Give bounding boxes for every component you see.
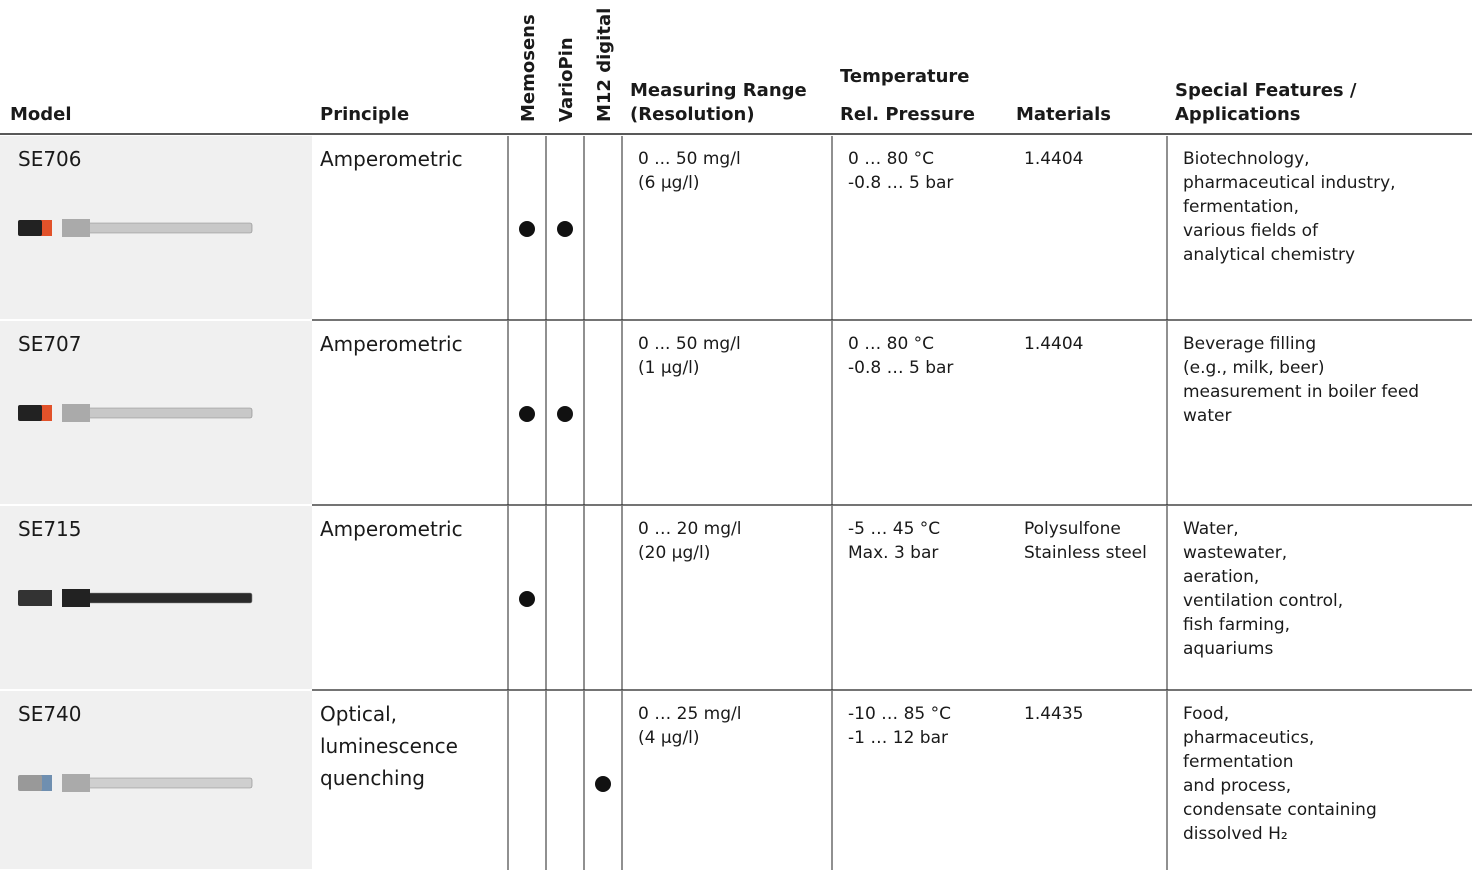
header-memosens: Memosens (518, 14, 539, 122)
principle: Amperometric (320, 147, 463, 171)
features: Beverage filling (1183, 334, 1316, 354)
principle: Optical, (320, 702, 397, 726)
sensor-thread (62, 404, 90, 422)
header-range: (Resolution) (630, 104, 755, 125)
principle: Amperometric (320, 332, 463, 356)
features: pharmaceutics, (1183, 728, 1314, 748)
sensor-body (87, 777, 253, 789)
sensor-body (87, 407, 253, 419)
sensor-ring (40, 775, 52, 791)
sensor-thread (62, 219, 90, 237)
sensor-ring (40, 405, 52, 421)
principle: quenching (320, 766, 425, 790)
features: Food, (1183, 704, 1229, 724)
sensor-body (87, 222, 253, 234)
connector-dot (519, 591, 535, 607)
conditions: 0 … 80 °C (848, 334, 934, 354)
conditions: -0.8 … 5 bar (848, 358, 953, 378)
features: water (1183, 406, 1231, 426)
range: 0 ... 50 mg/l (638, 334, 741, 354)
range: (20 µg/l) (638, 543, 710, 563)
features: fermentation (1183, 752, 1294, 772)
features: Water, (1183, 519, 1239, 539)
model: SE740 (18, 702, 82, 726)
range: 0 … 25 mg/l (638, 704, 741, 724)
materials: Polysulfone (1024, 519, 1121, 539)
connector-dot (595, 776, 611, 792)
connector-dot (557, 406, 573, 422)
conditions: -0.8 … 5 bar (848, 173, 953, 193)
header-variopin: VarioPin (556, 37, 577, 122)
features: fermentation, (1183, 197, 1299, 217)
range: (4 µg/l) (638, 728, 700, 748)
sensor-thread (62, 589, 90, 607)
features: analytical chemistry (1183, 245, 1355, 265)
features: ventilation control, (1183, 591, 1343, 611)
sensor-cap (18, 220, 42, 236)
conditions: Max. 3 bar (848, 543, 938, 563)
connector-dot (557, 221, 573, 237)
features: pharmaceutical industry, (1183, 173, 1396, 193)
sensor-cap (18, 590, 42, 606)
materials: 1.4404 (1024, 149, 1083, 169)
header-range: Measuring Range (630, 80, 807, 101)
features: measurement in boiler feed (1183, 382, 1419, 402)
sensor-body (87, 592, 253, 604)
header-conditions: Rel. Pressure (840, 104, 975, 125)
header-m12: M12 digital (594, 8, 615, 122)
conditions: -5 … 45 °C (848, 519, 940, 539)
sensor-cap (18, 405, 42, 421)
header-principle: Principle (320, 104, 409, 125)
range: (6 µg/l) (638, 173, 700, 193)
conditions: 0 … 80 °C (848, 149, 934, 169)
model: SE715 (18, 517, 82, 541)
features: aeration, (1183, 567, 1259, 587)
range: 0 ... 50 mg/l (638, 149, 741, 169)
header-model: Model (10, 104, 72, 125)
sensor-ring (40, 220, 52, 236)
features: (e.g., milk, beer) (1183, 358, 1325, 378)
conditions: -1 … 12 bar (848, 728, 948, 748)
connector-dot (519, 221, 535, 237)
sensor-thread (62, 774, 90, 792)
range: 0 … 20 mg/l (638, 519, 741, 539)
materials: 1.4404 (1024, 334, 1083, 354)
header-features: Special Features / (1175, 80, 1357, 101)
features: dissolved H₂ (1183, 824, 1288, 844)
features: fish farming, (1183, 615, 1290, 635)
features: aquariums (1183, 639, 1273, 659)
model: SE706 (18, 147, 82, 171)
sensor-ring (40, 590, 52, 606)
features: and process, (1183, 776, 1291, 796)
header-conditions: Temperature (840, 66, 969, 87)
conditions: -10 … 85 °C (848, 704, 951, 724)
model: SE707 (18, 332, 82, 356)
features: various fields of (1183, 221, 1319, 241)
materials: Stainless steel (1024, 543, 1147, 563)
features: Biotechnology, (1183, 149, 1310, 169)
range: (1 µg/l) (638, 358, 700, 378)
principle: luminescence (320, 734, 458, 758)
header-features: Applications (1175, 104, 1301, 125)
principle: Amperometric (320, 517, 463, 541)
connector-dot (519, 406, 535, 422)
features: wastewater, (1183, 543, 1287, 563)
features: condensate containing (1183, 800, 1377, 820)
sensor-cap (18, 775, 42, 791)
materials: 1.4435 (1024, 704, 1083, 724)
header-materials: Materials (1016, 104, 1111, 125)
